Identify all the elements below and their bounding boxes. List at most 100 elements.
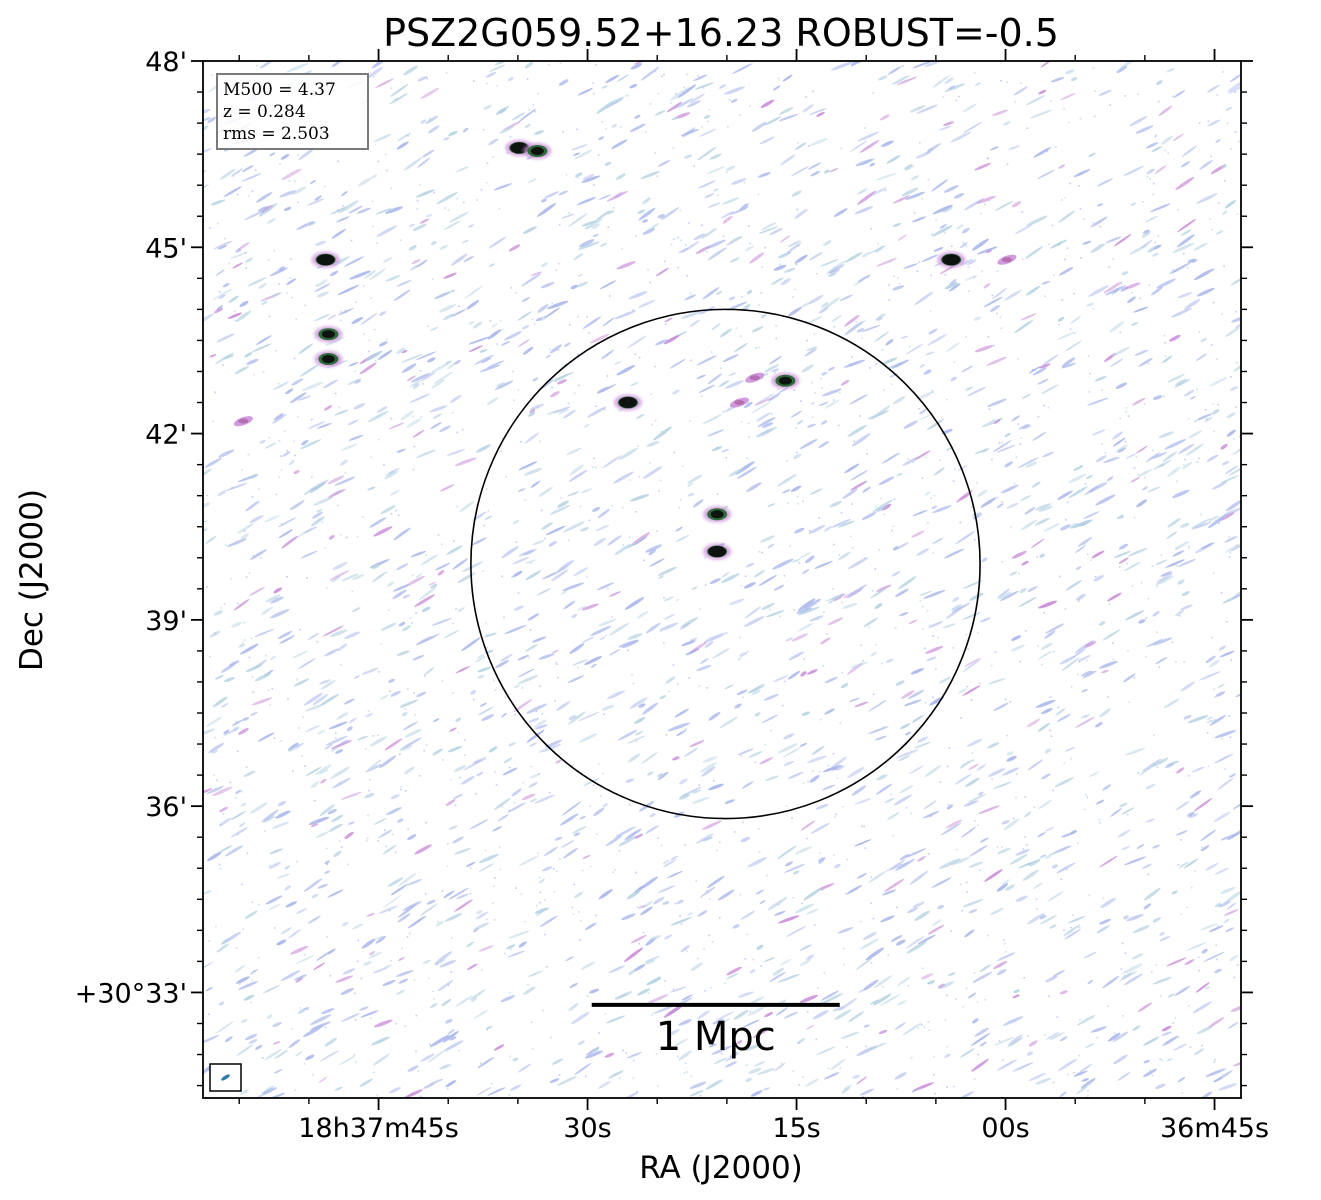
noise-fleck [206,785,224,795]
noise-fleck [456,893,469,900]
noise-speck [1236,544,1238,547]
noise-fleck [722,215,733,224]
noise-speck [1066,247,1069,250]
noise-fleck [249,586,266,596]
noise-fleck [768,971,786,983]
noise-speck [496,84,498,87]
noise-speck [1164,355,1167,357]
noise-fleck [1018,861,1036,869]
noise-speck [544,537,546,540]
noise-fleck [1076,1086,1088,1095]
noise-fleck [614,543,632,556]
noise-fleck [878,1029,888,1035]
noise-fleck [373,1019,393,1028]
noise-fleck [348,717,357,724]
noise-speck [921,605,924,608]
noise-fleck [581,220,597,227]
noise-speck [930,274,932,277]
noise-fleck [562,847,579,859]
noise-speck [598,763,600,765]
noise-fleck [331,740,352,750]
noise-fleck [521,325,530,330]
noise-fleck [763,1087,770,1091]
noise-fleck [828,599,834,604]
noise-fleck [1105,236,1122,244]
noise-fleck [857,274,871,283]
noise-fleck [977,246,998,255]
noise-fleck [1164,439,1187,450]
noise-fleck [1070,315,1081,324]
noise-fleck [842,603,858,609]
noise-fleck [510,571,523,578]
noise-fleck [532,540,545,546]
noise-speck [1063,762,1066,765]
noise-speck [337,504,339,507]
noise-fleck [439,245,448,250]
noise-fleck [529,742,537,747]
noise-fleck [222,354,235,360]
noise-fleck [846,885,862,895]
noise-fleck [396,989,405,995]
noise-speck [953,1085,955,1088]
noise-fleck [427,1050,445,1063]
noise-fleck [290,945,309,955]
noise-speck [649,281,652,284]
noise-fleck [819,637,831,645]
noise-speck [865,1045,867,1048]
noise-fleck [642,197,651,205]
noise-fleck [223,729,230,735]
noise-fleck [583,778,600,786]
noise-fleck [990,305,1000,312]
noise-fleck [724,799,736,804]
noise-speck [528,656,530,659]
noise-fleck [981,557,988,563]
noise-fleck [806,346,818,352]
noise-fleck [1160,571,1173,577]
noise-speck [980,593,982,595]
noise-speck [797,142,799,144]
noise-fleck [601,705,615,711]
noise-speck [1024,796,1026,798]
noise-fleck [850,470,868,481]
noise-fleck [1112,1031,1129,1042]
noise-fleck [236,1044,254,1056]
noise-speck [1213,430,1215,433]
noise-speck [1052,651,1055,653]
noise-fleck [1224,200,1236,209]
noise-fleck [633,536,648,546]
noise-speck [241,468,243,471]
noise-fleck [474,354,494,365]
noise-fleck [310,823,319,828]
noise-speck [797,245,800,247]
noise-speck [1112,659,1115,661]
noise-fleck [848,1011,865,1023]
noise-fleck [1019,587,1027,594]
noise-speck [897,277,899,279]
noise-speck [663,642,665,644]
noise-speck [935,668,937,670]
noise-speck [761,377,763,380]
noise-fleck [517,654,529,661]
noise-fleck [951,602,972,613]
noise-fleck [943,121,955,127]
noise-fleck [783,1011,798,1019]
noise-fleck [1184,298,1201,310]
noise-fleck [1167,518,1181,528]
noise-fleck [447,1029,455,1035]
noise-speck [710,987,713,989]
noise-fleck [324,870,331,874]
noise-fleck [214,674,224,680]
noise-fleck [790,166,810,177]
noise-speck [253,970,255,972]
noise-speck [867,276,870,279]
noise-fleck [1096,203,1104,207]
noise-speck [572,913,575,915]
noise-fleck [859,938,880,950]
noise-speck [367,710,370,712]
noise-speck [251,979,254,982]
noise-fleck [657,160,670,167]
noise-fleck [1041,708,1053,715]
noise-fleck [1165,763,1174,769]
noise-speck [956,848,958,851]
radio-source [771,372,800,389]
